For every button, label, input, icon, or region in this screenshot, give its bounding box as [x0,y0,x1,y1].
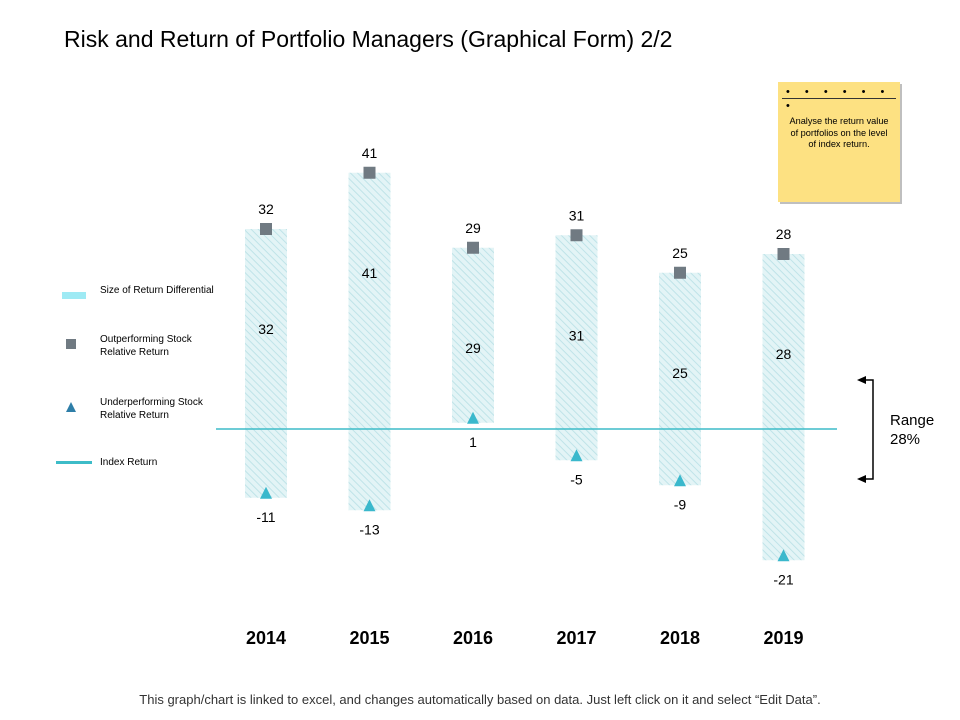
underperform-marker-2016 [467,411,479,424]
note-dots: • • • • • • • [786,86,891,112]
legend-outperforming-label: Outperforming Stock Relative Return [100,334,192,358]
underperform-label-2015: -13 [359,521,379,537]
legend-differential-swatch [62,292,86,299]
underperform-label-2016: 1 [469,434,477,450]
range-annotation: Range 28% [890,411,934,449]
year-label-2017: 2017 [556,628,596,648]
outperform-marker-2019 [777,248,790,260]
legend-differential-label: Size of Return Differential [100,285,214,296]
underperform-marker-2018 [674,474,686,487]
outperform-marker-2018 [674,266,686,279]
footer-note: This graph/chart is linked to excel, and… [139,692,821,707]
year-label-2016: 2016 [453,628,493,648]
outperform-label-2014: 32 [258,201,274,217]
outperform-label-2015: 41 [362,145,378,161]
underperform-label-2017: -5 [570,471,583,487]
outperform-label-2016: 29 [465,220,481,236]
underperform-marker-2014 [260,486,272,499]
differential-bar-2017 [555,235,598,461]
underperform-label-2019: -21 [773,571,793,587]
year-label-2014: 2014 [246,628,286,648]
differential-label-2014: 32 [258,321,274,337]
underperform-marker-2017 [570,449,583,462]
note-text: Analyse the return value of portfolios o… [789,116,889,149]
year-label-2018: 2018 [660,628,700,648]
differential-label-2015: 41 [362,265,378,281]
outperform-label-2017: 31 [569,207,585,223]
note-divider [782,98,896,99]
legend-index-line [56,461,92,464]
differential-bar-2014 [245,229,287,498]
differential-label-2016: 29 [465,340,481,356]
outperform-label-2018: 25 [672,245,688,261]
underperform-marker-2015 [363,499,376,512]
differential-bar-2019 [762,254,805,561]
outperform-marker-2014 [260,223,272,235]
differential-bar-2018 [659,272,701,486]
legend-index-label: Index Return [100,457,158,468]
range-arrow-top [857,376,866,384]
underperform-label-2014: -11 [256,509,275,525]
outperform-label-2019: 28 [776,226,792,242]
triangle-icon [66,402,76,412]
range-label: Range [890,412,935,429]
differential-label-2019: 28 [776,346,792,362]
range-bracket [857,376,874,483]
year-label-2015: 2015 [349,628,389,648]
underperform-marker-2019 [777,549,790,562]
differential-label-2017: 31 [569,327,585,343]
sticky-note: • • • • • • • Analyse the return value o… [778,82,900,202]
outperform-marker-2017 [570,229,583,242]
chart-title: Risk and Return of Portfolio Managers (G… [64,26,673,52]
range-value: 28% [890,431,921,448]
legend-underperforming-label: Underperforming Stock Relative Return [100,397,203,421]
year-label-2019: 2019 [763,628,803,648]
range-arrow-bottom [857,475,866,483]
underperform-label-2018: -9 [674,496,687,512]
outperform-marker-2015 [363,166,376,179]
differential-bar-2015 [348,172,391,511]
chart-legend: Size of Return Differential Outperformin… [56,280,226,480]
differential-label-2018: 25 [672,365,688,381]
range-bracket-line [866,379,874,480]
differential-bar-2016 [452,247,494,423]
square-icon [66,339,76,349]
outperform-marker-2016 [467,241,479,254]
